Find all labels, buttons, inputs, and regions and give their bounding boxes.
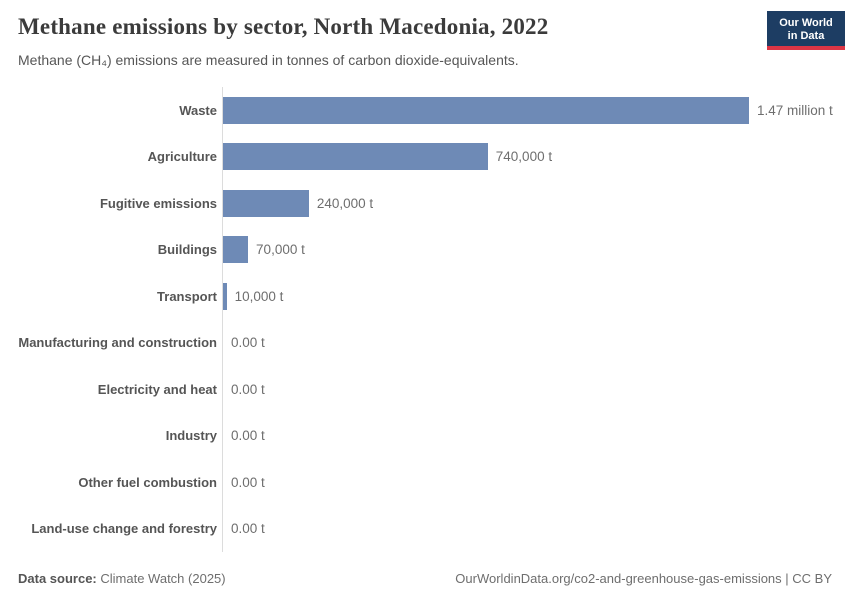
bar-area: 10,000 t: [223, 282, 284, 310]
category-label: Agriculture: [147, 149, 217, 165]
owid-logo[interactable]: Our World in Data: [767, 11, 845, 50]
bar-area: 0.00 t: [223, 475, 265, 490]
bar[interactable]: [223, 189, 309, 217]
bar-area: 0.00 t: [223, 428, 265, 443]
page-title: Methane emissions by sector, North Maced…: [18, 14, 549, 39]
bar-area: 0.00 t: [223, 382, 265, 397]
bar-row: Electricity and heat 0.00 t: [0, 366, 850, 413]
bar-rows: Waste 1.47 million t Agriculture 740,000 t F…: [0, 87, 850, 552]
chart-footer: Data source: Climate Watch (2025) OurWor…: [18, 571, 832, 586]
bar-chart: Waste 1.47 million t Agriculture 740,000 t F…: [0, 87, 850, 552]
category-label: Manufacturing and construction: [18, 335, 217, 351]
data-source-label: Data source:: [18, 571, 97, 586]
bar-row: Manufacturing and construction 0.00 t: [0, 320, 850, 367]
chart-subtitle: Methane (CH₄) emissions are measured in …: [18, 52, 519, 68]
bar-area: 0.00 t: [223, 521, 265, 536]
category-label: Land-use change and forestry: [31, 521, 217, 537]
bar-row: Other fuel combustion 0.00 t: [0, 459, 850, 506]
bar[interactable]: [223, 143, 488, 171]
data-source: Data source: Climate Watch (2025): [18, 571, 226, 586]
value-label: 0.00 t: [231, 381, 265, 397]
bar-row: Land-use change and forestry 0.00 t: [0, 506, 850, 553]
value-label: 1.47 million t: [757, 102, 833, 118]
bar-row: Industry 0.00 t: [0, 413, 850, 460]
category-label: Other fuel combustion: [78, 474, 217, 490]
bar-area: 740,000 t: [223, 143, 553, 171]
value-label: 240,000 t: [316, 195, 374, 211]
bar[interactable]: [223, 236, 249, 264]
owid-logo-line1: Our World: [779, 17, 833, 29]
bar[interactable]: [223, 282, 227, 310]
category-label: Waste: [179, 102, 217, 118]
value-label: 70,000 t: [256, 242, 305, 258]
value-label: 0.00 t: [231, 474, 265, 490]
bar[interactable]: [223, 96, 749, 124]
bar-row: Waste 1.47 million t: [0, 87, 850, 134]
category-label: Buildings: [157, 242, 217, 258]
value-label: 10,000 t: [234, 288, 284, 304]
bar-area: 1.47 million t: [223, 96, 833, 124]
category-label: Electricity and heat: [97, 381, 217, 397]
bar-row: Fugitive emissions 240,000 t: [0, 180, 850, 227]
owid-logo-line2: in Data: [787, 30, 825, 42]
bar-area: 240,000 t: [223, 189, 374, 217]
bar-row: Buildings 70,000 t: [0, 227, 850, 274]
category-label: Fugitive emissions: [99, 195, 217, 211]
category-label: Industry: [165, 428, 217, 444]
data-source-value: Climate Watch (2025): [100, 571, 226, 586]
value-label: 0.00 t: [231, 521, 265, 537]
category-label: Transport: [157, 288, 217, 304]
value-label: 0.00 t: [231, 428, 265, 444]
y-axis-line: [222, 87, 223, 552]
value-label: 740,000 t: [495, 149, 553, 165]
bar-area: 70,000 t: [223, 236, 305, 264]
bar-area: 0.00 t: [223, 335, 265, 350]
bar-row: Agriculture 740,000 t: [0, 134, 850, 181]
value-label: 0.00 t: [231, 335, 265, 351]
bar-row: Transport 10,000 t: [0, 273, 850, 320]
footer-link[interactable]: OurWorldinData.org/co2-and-greenhouse-ga…: [455, 571, 832, 586]
